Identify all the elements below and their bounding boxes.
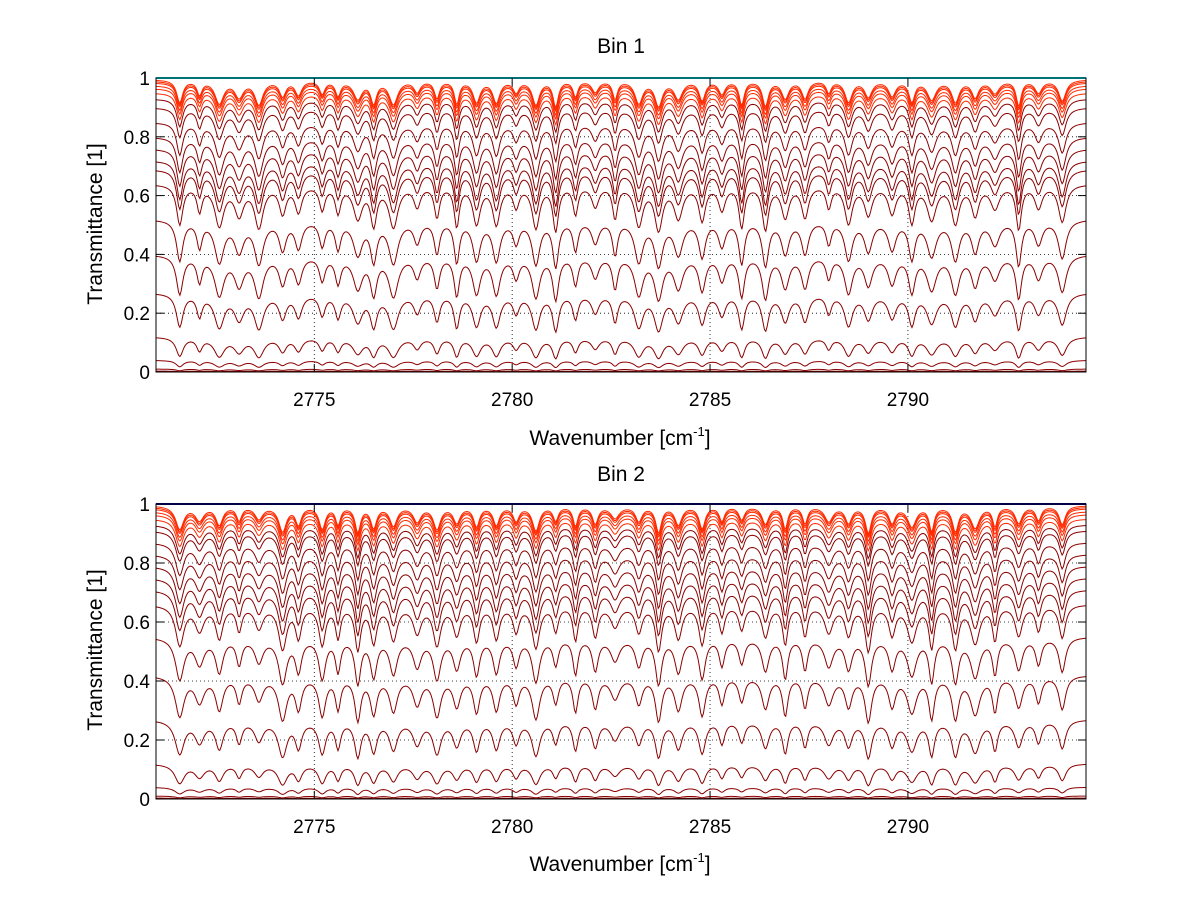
y-tick-label: 0.4: [124, 245, 151, 266]
x-tick-label: 2775: [293, 817, 335, 838]
series-line: [155, 578, 1087, 625]
x-axis-label: Wavenumber [cm-1]: [529, 424, 710, 450]
series-line: [155, 123, 1087, 164]
series-line: [155, 508, 1087, 539]
x-tick-label: 2790: [887, 817, 929, 838]
series-line: [155, 531, 1087, 568]
y-axis-label: Transmittance [1]: [84, 143, 107, 304]
chart-panel-bin-2: Bin 2 2775 2780 2785 2790 0 0.2 0.4 0.6 0.8 1 Wav…: [84, 463, 1087, 876]
series-line: [155, 85, 1087, 117]
x-tick-label: 2790: [887, 390, 929, 411]
series-line: [155, 170, 1087, 218]
y-tick-label: 0.2: [124, 304, 150, 325]
series-line: [155, 88, 1087, 121]
series-line: [155, 79, 1087, 109]
series-line: [155, 185, 1087, 234]
series-line: [155, 786, 1087, 796]
x-tick-label: 2775: [293, 390, 335, 411]
series-line: [155, 220, 1087, 270]
axes-frame: [155, 77, 1087, 373]
series-line: [155, 519, 1087, 553]
series-line: [155, 81, 1087, 111]
y-tick-label: 0.6: [124, 187, 150, 208]
x-tick-label: 2785: [689, 390, 731, 411]
series-line: [155, 763, 1087, 787]
x-tick-label: 2780: [491, 390, 533, 411]
axis-ticks: 2775 2780 2785 2790 0 0.2 0.4 0.6 0.8 1: [124, 69, 1086, 411]
series-line: [155, 108, 1087, 146]
series-line: [155, 525, 1087, 560]
series-line: [155, 149, 1087, 194]
series-line: [155, 293, 1087, 334]
x-tick-label: 2785: [689, 817, 731, 838]
y-tick-label: 0.8: [124, 128, 150, 149]
axes-frame: [155, 503, 1087, 800]
axis-ticks: 2775 2780 2785 2790 0 0.2 0.4 0.6 0.8 1: [124, 495, 1086, 838]
y-axis-label: Transmittance [1]: [84, 569, 107, 730]
series-line: [155, 507, 1087, 537]
series-line: [155, 99, 1087, 134]
series-line: [155, 360, 1087, 369]
y-tick-label: 0.6: [124, 613, 150, 634]
y-tick-label: 0: [139, 363, 150, 384]
series-line: [155, 505, 1087, 535]
series-line: [155, 255, 1087, 304]
series-line: [155, 368, 1087, 372]
series-line: [155, 511, 1087, 543]
series-line: [155, 676, 1087, 725]
series-line: [155, 795, 1087, 799]
chart-title: Bin 2: [597, 463, 645, 486]
series-line: [155, 337, 1087, 360]
x-axis-label: Wavenumber [cm-1]: [529, 850, 710, 876]
series-line: [155, 566, 1087, 611]
series-line: [155, 637, 1087, 689]
series-line: [155, 514, 1087, 547]
series-line: [155, 590, 1087, 639]
y-tick-label: 1: [139, 69, 150, 90]
y-tick-label: 0.2: [124, 731, 150, 752]
y-tick-label: 0.8: [124, 554, 150, 575]
series-line: [155, 161, 1087, 208]
y-tick-label: 0: [139, 790, 150, 811]
y-tick-label: 0.4: [124, 672, 151, 693]
chart-title: Bin 1: [597, 35, 645, 58]
chart-panel-bin-1: Bin 1 2775 2780 2785 2790 0 0.2 0.4 0.6 0.8 1 Wav…: [84, 35, 1087, 450]
series-line: [155, 93, 1087, 127]
series-line: [155, 542, 1087, 583]
series-line: [155, 605, 1087, 655]
series-line: [155, 137, 1087, 182]
series-line: [155, 554, 1087, 597]
series-line: [155, 720, 1087, 761]
series-line: [155, 82, 1087, 113]
x-tick-label: 2780: [491, 817, 533, 838]
y-tick-label: 1: [139, 495, 150, 516]
